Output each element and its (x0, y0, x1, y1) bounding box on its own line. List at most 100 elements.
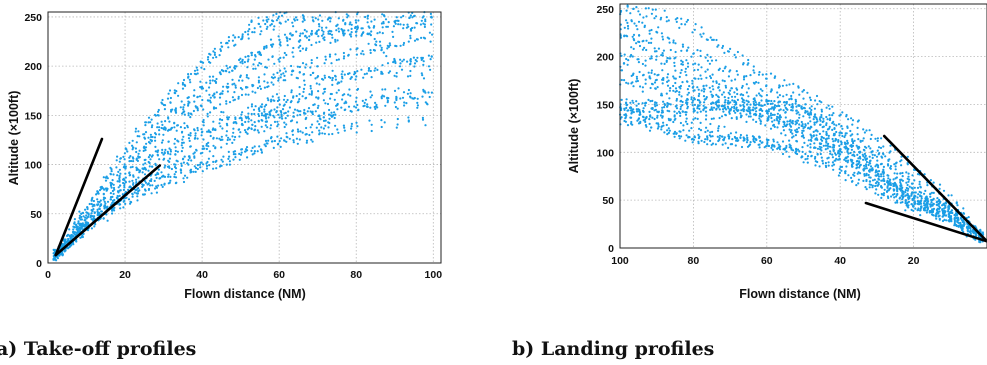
data-point (778, 94, 782, 97)
data-point (157, 184, 160, 187)
data-point (620, 78, 623, 82)
data-point (644, 120, 647, 123)
data-point (355, 21, 358, 24)
data-point (766, 99, 769, 103)
data-point (187, 75, 190, 78)
data-point (678, 26, 681, 29)
data-point (227, 39, 231, 42)
data-point (182, 141, 185, 144)
data-point (833, 134, 836, 137)
data-point (269, 137, 273, 140)
data-point (115, 159, 118, 162)
data-point (638, 40, 641, 44)
data-point (844, 179, 847, 182)
data-point (205, 147, 208, 151)
data-point (680, 63, 683, 66)
data-point (959, 224, 962, 227)
data-point (835, 124, 838, 127)
data-point (61, 253, 64, 256)
data-point (801, 131, 804, 135)
data-point (341, 94, 344, 97)
data-point (144, 181, 148, 184)
data-point (771, 102, 774, 105)
data-point (638, 113, 641, 116)
data-point (247, 58, 250, 61)
data-point (355, 131, 358, 134)
data-point (850, 148, 854, 151)
data-point (943, 207, 946, 210)
data-point (144, 162, 147, 165)
data-point (712, 102, 715, 105)
data-point (421, 116, 424, 119)
data-point (285, 132, 288, 135)
data-point (311, 131, 314, 134)
data-point (841, 127, 844, 130)
data-point (327, 32, 330, 35)
data-point (726, 105, 730, 108)
data-point (665, 92, 668, 95)
data-point (231, 83, 234, 86)
data-point (626, 124, 630, 127)
data-point (752, 118, 755, 121)
data-point (409, 92, 412, 95)
data-point (743, 101, 746, 104)
data-point (644, 64, 647, 67)
data-point (820, 113, 823, 117)
data-point (318, 83, 321, 86)
data-point (661, 106, 664, 109)
data-point (758, 114, 761, 118)
data-point (265, 46, 268, 49)
data-point (234, 121, 237, 124)
data-point (124, 172, 127, 175)
data-point (124, 181, 127, 184)
data-point (723, 125, 726, 128)
x-tick-label: 40 (196, 269, 208, 281)
data-point (233, 91, 236, 94)
data-point (302, 87, 306, 90)
data-point (810, 108, 813, 112)
data-point (156, 122, 159, 125)
data-point (642, 39, 645, 43)
data-point (336, 39, 339, 42)
data-point (275, 93, 279, 96)
data-point (174, 92, 177, 95)
data-point (703, 98, 706, 101)
data-point (759, 113, 762, 116)
data-point (655, 50, 658, 53)
data-point (285, 123, 288, 126)
data-point (693, 69, 696, 72)
data-point (824, 164, 828, 167)
data-point (228, 101, 232, 104)
data-point (884, 155, 887, 158)
data-point (212, 50, 215, 53)
data-point (244, 55, 247, 59)
data-point (93, 225, 96, 228)
data-point (822, 120, 825, 123)
data-point (228, 155, 231, 158)
data-point (148, 154, 151, 157)
data-point (378, 40, 382, 43)
data-point (649, 86, 652, 90)
data-point (736, 92, 739, 96)
data-point (149, 121, 152, 124)
data-point (679, 99, 683, 102)
data-point (794, 134, 798, 137)
data-point (653, 17, 656, 20)
data-point (200, 85, 204, 88)
data-point (758, 135, 761, 138)
data-point (806, 144, 809, 147)
data-point (291, 51, 294, 54)
data-point (728, 110, 731, 114)
data-point (685, 80, 689, 83)
data-point (892, 184, 895, 188)
data-point (874, 137, 877, 140)
data-point (636, 28, 639, 31)
data-point (161, 139, 164, 142)
data-point (815, 134, 818, 137)
data-point (193, 89, 196, 92)
data-point (675, 20, 678, 23)
data-point (826, 144, 829, 147)
data-point (240, 38, 243, 41)
data-point (821, 162, 825, 165)
data-point (135, 141, 138, 144)
